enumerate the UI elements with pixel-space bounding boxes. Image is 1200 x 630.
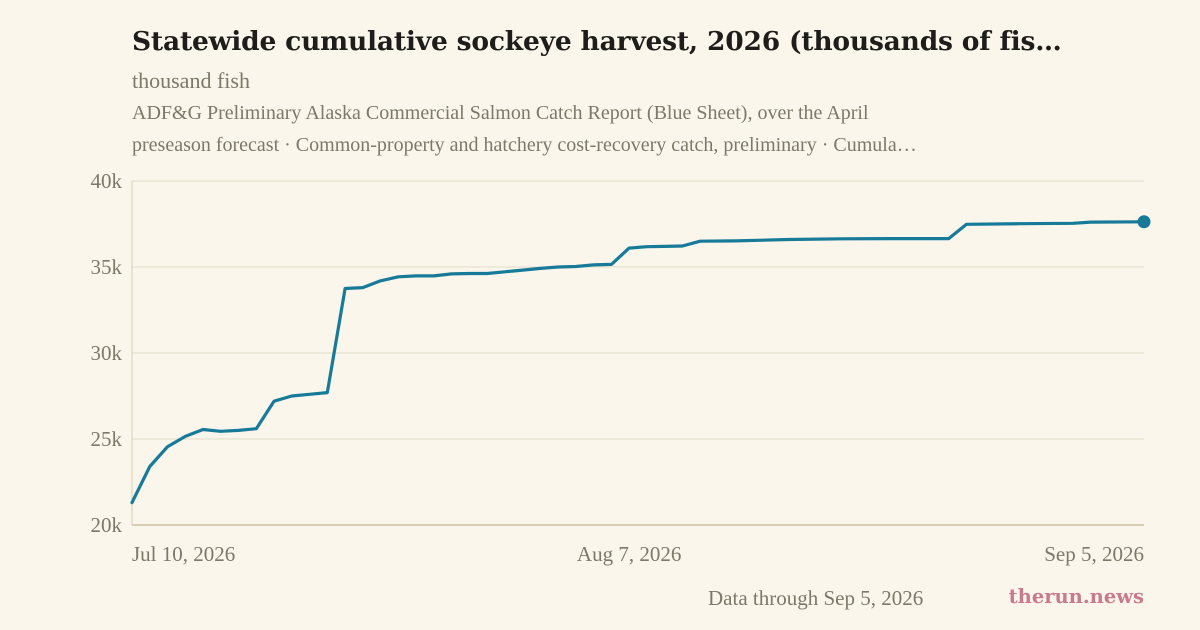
y-tick-label: 35k — [91, 255, 123, 279]
y-tick-label: 30k — [91, 341, 123, 365]
x-tick-label: Aug 7, 2026 — [577, 542, 681, 566]
series-end-point — [1137, 215, 1151, 229]
y-tick-label: 40k — [91, 169, 123, 193]
source-line-1: ADF&G Preliminary Alaska Commercial Salm… — [132, 102, 869, 124]
y-tick-label: 20k — [91, 513, 123, 537]
source-line-2: preseason forecast · Common-property and… — [132, 134, 917, 156]
data-through-note: Data through Sep 5, 2026 — [708, 586, 924, 610]
y-tick-label: 25k — [91, 427, 123, 451]
series-line — [130, 220, 1146, 505]
x-tick-label: Jul 10, 2026 — [132, 542, 235, 566]
chart-subtitle: thousand fish — [132, 68, 250, 93]
chart-title: Statewide cumulative sockeye harvest, 20… — [132, 26, 1062, 57]
x-tick-label: Sep 5, 2026 — [1044, 542, 1144, 566]
brand-logo-text[interactable]: therun.news — [1008, 585, 1144, 608]
